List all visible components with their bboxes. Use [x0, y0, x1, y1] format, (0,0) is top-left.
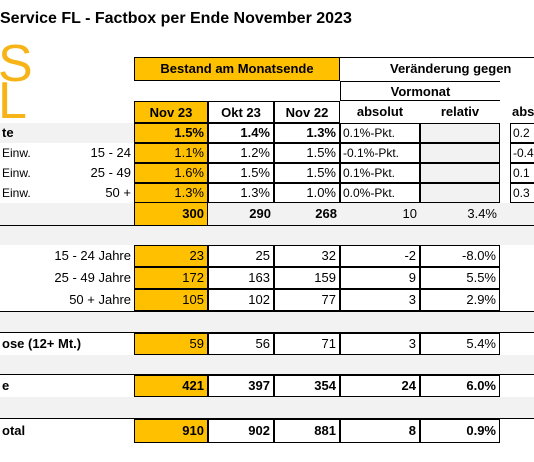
header-okt23: Okt 23: [208, 101, 274, 123]
cell-total-abs: 8: [340, 419, 420, 443]
cell-rate-nov22: 1.3%: [274, 123, 340, 143]
row-rate1524-label2: 15 - 24: [90, 145, 131, 160]
cell-total1-nov23: 300: [134, 203, 208, 225]
cell-rate-cut: 0.2: [510, 123, 534, 143]
row-rate2549-label1: Einw.: [2, 166, 31, 180]
cell-age2549-abs: 9: [340, 267, 420, 289]
cell-other-abs: 24: [340, 375, 420, 397]
cell-other-nov23: 421: [134, 375, 208, 397]
row-rate50-label1: Einw.: [2, 186, 31, 200]
section-divider: [0, 225, 534, 245]
cell-total1-cut: [500, 203, 534, 225]
cell-rate2549-abs: 0.1%-Pkt.: [340, 163, 420, 183]
cell-total-nov22: 881: [274, 419, 340, 443]
cell-rate2549-nov23: 1.6%: [134, 163, 208, 183]
cell-total1-nov22: 268: [274, 203, 340, 225]
logo-letter-bottom: L: [0, 72, 27, 130]
cell-age50-nov23: 105: [134, 289, 208, 311]
cell-age1524-nov22: 32: [274, 245, 340, 267]
header-absolut: absolut: [356, 104, 404, 119]
header-nov23: Nov 23: [134, 101, 208, 123]
cell-rate1524-rel: [420, 143, 500, 163]
cell-rate50-cut: 0.3: [510, 183, 534, 203]
cell-lang-abs: 3: [340, 333, 420, 355]
cell-rate50-nov23: 1.3%: [134, 183, 208, 203]
cell-rate-okt23: 1.4%: [208, 123, 274, 143]
gap-row: [0, 311, 534, 333]
gap-row-3: [0, 397, 534, 419]
cell-lang-nov22: 71: [274, 333, 340, 355]
page-title: Service FL - Factbox per Ende November 2…: [0, 10, 352, 27]
cell-other-okt23: 397: [208, 375, 274, 397]
cell-rate1524-nov22: 1.5%: [274, 143, 340, 163]
header-nov22: Nov 22: [274, 101, 340, 123]
row-rate1524-label1: Einw.: [2, 146, 31, 160]
cell-age50-nov22: 77: [274, 289, 340, 311]
cell-age1524-okt23: 25: [208, 245, 274, 267]
cell-total1-okt23: 290: [208, 203, 274, 225]
cell-total-okt23: 902: [208, 419, 274, 443]
row-total-label: otal: [2, 423, 26, 438]
cell-total1-abs: 10: [340, 203, 420, 225]
cell-rate1524-abs: -0.1%-Pkt.: [340, 143, 420, 163]
cell-rate50-nov22: 1.0%: [274, 183, 340, 203]
cell-lang-okt23: 56: [208, 333, 274, 355]
cell-age1524-abs: -2: [340, 245, 420, 267]
cell-rate2549-rel: [420, 163, 500, 183]
cell-age2549-nov22: 159: [274, 267, 340, 289]
cell-rate1524-okt23: 1.2%: [208, 143, 274, 163]
cell-rate-abs: 0.1%-Pkt.: [340, 123, 420, 143]
cell-age2549-nov23: 172: [134, 267, 208, 289]
cell-rate50-rel: [420, 183, 500, 203]
cell-rate50-abs: 0.0%-Pkt.: [340, 183, 420, 203]
header-veraenderung: Veränderung gegen: [340, 57, 534, 81]
header-abs-cut: abs: [512, 104, 534, 119]
cell-age50-rel: 2.9%: [420, 289, 500, 311]
cell-rate-nov23: 1.5%: [134, 123, 208, 143]
cell-age1524-nov23: 23: [134, 245, 208, 267]
cell-rate1524-cut: -0.4: [510, 143, 534, 163]
row-age1524-label: 15 - 24 Jahre: [54, 248, 131, 263]
cell-rate2549-okt23: 1.5%: [208, 163, 274, 183]
cell-total-nov23: 910: [134, 419, 208, 443]
cell-total1-rel: 3.4%: [420, 203, 500, 225]
header-bestand: Bestand am Monatsende: [134, 57, 340, 81]
header-vormonat: Vormonat: [340, 81, 500, 101]
row-lang-label: ose (12+ Mt.): [2, 336, 82, 351]
cell-lang-rel: 5.4%: [420, 333, 500, 355]
cell-rate-rel: [420, 123, 500, 143]
cell-total-rel: 0.9%: [420, 419, 500, 443]
cell-age2549-okt23: 163: [208, 267, 274, 289]
row-other-label: e: [2, 378, 10, 393]
cell-rate2549-nov22: 1.5%: [274, 163, 340, 183]
row-rate50-label2: 50 +: [105, 185, 131, 200]
header-relativ: relativ: [440, 104, 480, 119]
cell-rate50-okt23: 1.3%: [208, 183, 274, 203]
cell-age50-okt23: 102: [208, 289, 274, 311]
cell-lang-nov23: 59: [134, 333, 208, 355]
row-rate-label: te: [0, 123, 134, 143]
logo-letter-top: S: [0, 35, 33, 93]
cell-rate2549-cut: 0.1: [510, 163, 534, 183]
row-age50-label: 50 + Jahre: [69, 292, 131, 307]
cell-age1524-rel: -8.0%: [420, 245, 500, 267]
cell-other-rel: 6.0%: [420, 375, 500, 397]
cell-age50-abs: 3: [340, 289, 420, 311]
row-age2549-label: 25 - 49 Jahre: [54, 270, 131, 285]
cell-other-nov22: 354: [274, 375, 340, 397]
cell-rate1524-nov23: 1.1%: [134, 143, 208, 163]
gap-row-2: [0, 355, 534, 375]
row-rate2549-label2: 25 - 49: [90, 165, 131, 180]
cell-age2549-rel: 5.5%: [420, 267, 500, 289]
row-total1-label: [0, 203, 134, 225]
